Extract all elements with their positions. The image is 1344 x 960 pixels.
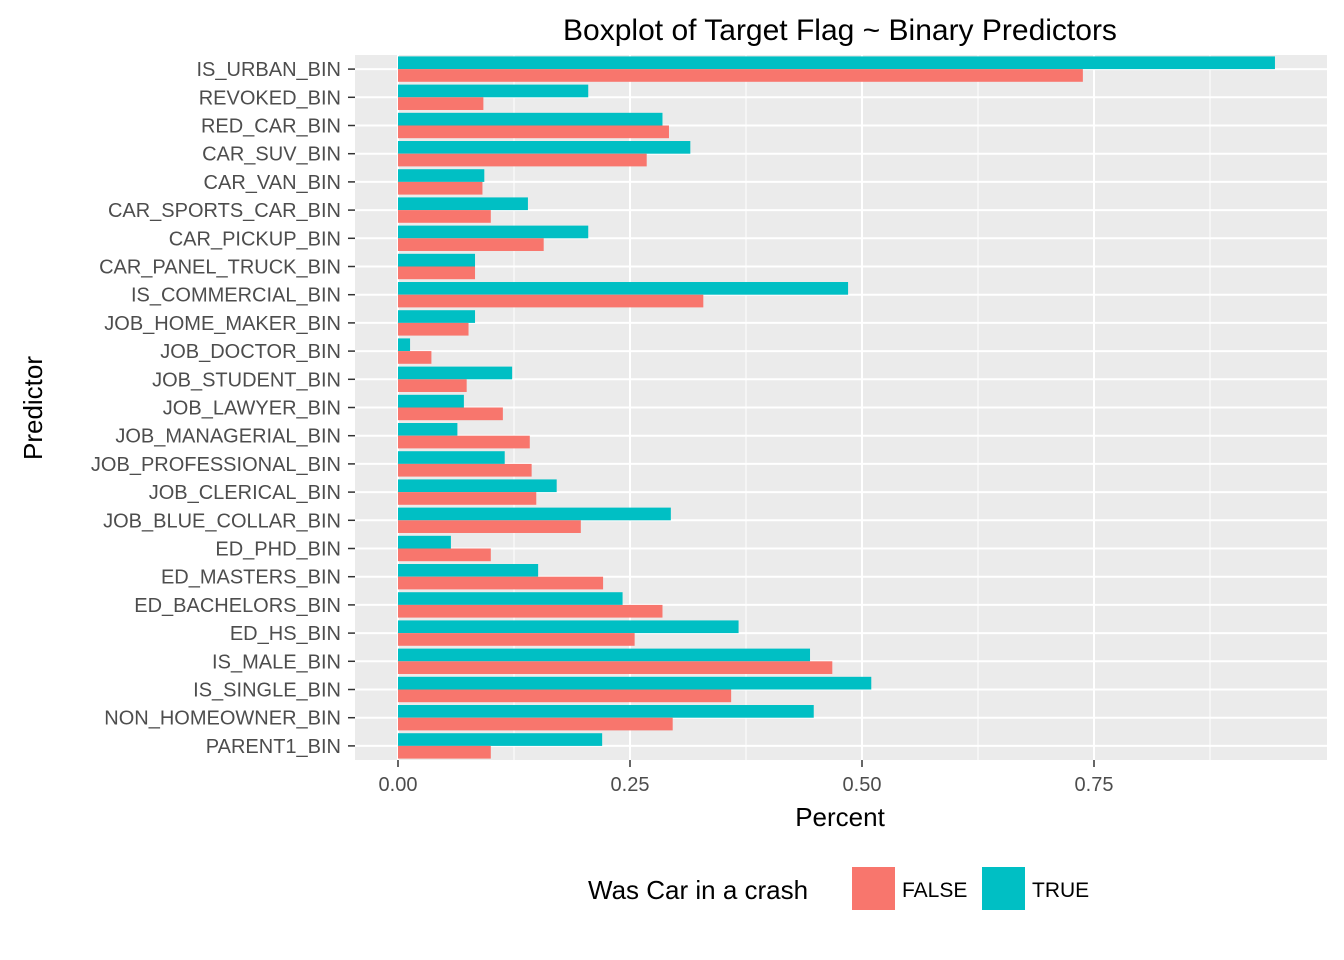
legend-label-true: TRUE — [1032, 879, 1089, 902]
bar-true — [398, 620, 739, 634]
y-axis-title: Predictor — [18, 356, 48, 460]
bar-false — [398, 69, 1083, 82]
bar-true — [398, 733, 603, 746]
bar-true — [398, 564, 539, 577]
y-tick-label: JOB_CLERICAL_BIN — [149, 482, 341, 504]
bar-false — [398, 633, 635, 646]
bar-true — [398, 507, 671, 521]
y-axis-ticks: IS_URBAN_BIN REVOKED_BIN RED_CAR_BIN CAR_SU… — [91, 59, 355, 758]
bar-false — [398, 153, 647, 167]
bar-false — [398, 181, 483, 195]
x-tick-label: 0.00 — [379, 774, 418, 796]
bar-false — [398, 717, 673, 731]
bar-false — [398, 322, 469, 336]
y-tick-label: IS_MALE_BIN — [212, 651, 341, 673]
chart-title: Boxplot of Target Flag ~ Binary Predicto… — [563, 14, 1117, 47]
bar-true — [398, 648, 811, 662]
bar-true — [398, 394, 464, 408]
bar-true — [398, 338, 411, 352]
x-axis-ticks: 0.00 0.25 0.50 0.75 — [379, 760, 1114, 796]
bar-false — [398, 125, 669, 139]
x-axis-title: Percent — [795, 802, 885, 832]
y-tick-label: PARENT1_BIN — [206, 736, 341, 758]
y-tick-label: ED_BACHELORS_BIN — [134, 595, 341, 617]
y-tick-label: JOB_STUDENT_BIN — [152, 369, 341, 391]
bar-false — [398, 492, 537, 505]
bar-true — [398, 197, 528, 211]
bar-true — [398, 423, 458, 436]
bar-true — [398, 479, 557, 493]
y-tick-label: ED_PHD_BIN — [215, 539, 341, 561]
bar-false — [398, 463, 532, 477]
bar-true — [398, 451, 505, 464]
y-tick-label: JOB_MANAGERIAL_BIN — [115, 426, 341, 448]
bar-false — [398, 745, 491, 759]
bar-true — [398, 676, 872, 690]
y-tick-label: REVOKED_BIN — [199, 87, 341, 109]
bar-false — [398, 379, 467, 392]
bar-true — [398, 253, 476, 267]
bar-true — [398, 282, 849, 295]
bar-true — [398, 535, 451, 549]
bar-true — [398, 310, 476, 323]
y-tick-label: JOB_LAWYER_BIN — [163, 398, 341, 420]
bar-true — [398, 112, 663, 126]
y-tick-label: JOB_DOCTOR_BIN — [160, 341, 341, 363]
bar-true — [398, 169, 485, 182]
y-tick-label: JOB_HOME_MAKER_BIN — [104, 313, 341, 335]
legend-label-false: FALSE — [902, 879, 967, 902]
bar-true — [398, 225, 589, 239]
bar-true — [398, 592, 623, 605]
y-tick-label: CAR_SUV_BIN — [202, 144, 341, 166]
y-tick-label: IS_URBAN_BIN — [197, 59, 342, 81]
bar-false — [398, 435, 530, 449]
y-tick-label: ED_MASTERS_BIN — [161, 567, 341, 589]
legend-title: Was Car in a crash — [588, 875, 808, 905]
bar-false — [398, 604, 663, 618]
y-tick-label: CAR_PICKUP_BIN — [169, 228, 341, 250]
bar-true — [398, 705, 814, 718]
bar-false — [398, 266, 476, 280]
bar-false — [398, 407, 503, 421]
bar-false — [398, 689, 732, 703]
y-tick-label: CAR_VAN_BIN — [204, 172, 341, 194]
bar-false — [398, 97, 484, 110]
bar-false — [398, 548, 491, 562]
bar-false — [398, 294, 704, 308]
bar-true — [398, 141, 691, 154]
bar-false — [398, 210, 491, 223]
legend-key-true — [982, 867, 1025, 910]
y-tick-label: ED_HS_BIN — [230, 623, 341, 645]
bar-true — [398, 366, 513, 380]
y-tick-label: IS_COMMERCIAL_BIN — [131, 285, 341, 307]
bar-false — [398, 351, 432, 364]
x-tick-label: 0.25 — [611, 774, 650, 796]
bar-true — [398, 56, 1275, 70]
legend-key-false — [852, 867, 895, 910]
bar-true — [398, 84, 589, 98]
x-tick-label: 0.50 — [843, 774, 882, 796]
bars — [398, 56, 1275, 759]
y-tick-label: CAR_SPORTS_CAR_BIN — [108, 200, 341, 222]
bar-false — [398, 661, 833, 674]
x-tick-label: 0.75 — [1075, 774, 1114, 796]
y-tick-label: RED_CAR_BIN — [201, 116, 341, 138]
y-tick-label: JOB_BLUE_COLLAR_BIN — [103, 510, 341, 532]
y-tick-label: CAR_PANEL_TRUCK_BIN — [99, 257, 341, 279]
y-tick-label: IS_SINGLE_BIN — [193, 680, 341, 702]
bar-false — [398, 576, 604, 590]
bar-false — [398, 520, 581, 533]
y-tick-label: NON_HOMEOWNER_BIN — [104, 708, 341, 730]
legend: Was Car in a crash FALSE TRUE — [588, 867, 1089, 910]
bar-false — [398, 238, 544, 251]
y-tick-label: JOB_PROFESSIONAL_BIN — [91, 454, 341, 476]
